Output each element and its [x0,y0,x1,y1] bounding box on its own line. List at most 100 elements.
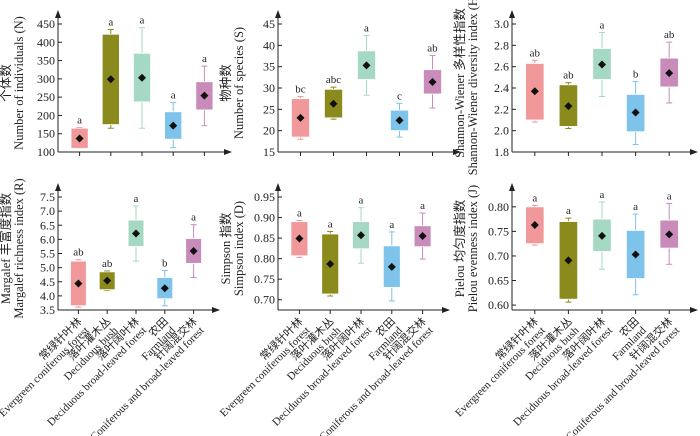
y-tick-label: 35 [263,60,275,74]
mean-marker [665,230,674,239]
mean-marker [418,232,427,241]
y-tick-label: 0.75 [254,272,275,286]
significance-label: a [600,189,605,201]
y-axis-arrow [509,183,515,191]
y-axis-title-zh: Shannon-Wiener 多样性指数 [452,8,467,158]
significance-label: ab [563,70,574,82]
y-tick-label: 2.4 [494,81,509,95]
mean-marker [395,116,404,125]
y-tick-label: 3.0 [494,17,509,31]
y-axis-title-zh: Pielou 均匀度指数 [452,199,467,297]
mean-marker [631,250,640,259]
panel-3: 1.8 2.0 2.2 2.4 2.6 2.8 3.0 Shannon-Wiener 多样性指… [452,0,698,175]
y-tick-label: 6.5 [40,218,55,232]
y-tick-label: 45 [263,17,275,31]
mean-marker [564,102,573,111]
x-axis-arrow [224,149,232,155]
y-tick-label: 0.80 [488,200,509,214]
y-axis-title-zh: Margalef 丰富度指数 [0,192,13,304]
mean-marker [74,279,83,288]
mean-marker [564,256,573,265]
y-tick-label: 0.60 [488,298,509,312]
mean-marker [631,108,640,117]
y-tick-label: 7.5 [40,190,55,204]
y-tick-label: 20 [263,124,275,138]
y-tick-label: 15 [263,145,275,159]
significance-label: c [397,90,402,102]
significance-label: a [77,114,82,126]
significance-label: ab [427,43,438,55]
y-tick-label: 40 [263,38,275,52]
y-axis-title-en: Margalef richness index (R) [12,178,26,318]
significance-label: a [389,219,394,231]
y-tick-label: 400 [37,35,55,49]
significance-label: a [134,193,139,205]
mean-marker [295,234,304,243]
mean-marker [189,246,198,255]
y-tick-label: 1.8 [494,145,509,159]
mean-marker [357,231,365,240]
y-tick-label: 450 [37,17,55,31]
y-tick-label: 350 [37,54,55,68]
significance-label: ab [664,29,675,41]
mean-marker [138,73,146,82]
significance-label: a [359,195,364,207]
x-axis-arrow [212,307,220,313]
mean-marker [530,221,539,230]
mean-marker [75,134,84,143]
y-tick-label: 2.6 [494,60,509,74]
significance-label: b [633,69,639,81]
significance-label: ab [530,47,541,59]
y-tick-label: 0.90 [254,211,275,225]
panel-1: 100 150 200 250 300 350 400 450 个体数 Number of ind… [0,10,232,159]
y-axis-title-zh: Simpson 指数 [218,212,233,284]
significance-label: a [566,205,571,217]
significance-label: bc [295,84,306,96]
mean-marker [160,284,169,293]
panel-5: 0.70 0.75 0.80 0.85 0.90 0.95 Simpson 指数 Simpso… [218,183,450,436]
x-axis-arrow [690,149,698,155]
y-tick-label: 4.0 [40,289,55,303]
mean-marker [598,231,606,240]
y-axis-title-en: Shannon-Wiener diversity index (H') [466,0,480,175]
significance-label: a [191,212,196,224]
y-axis-title-zh: 物种数 [218,64,233,102]
y-tick-label: 0.70 [488,249,509,263]
y-axis-arrow [509,10,515,18]
x-axis-arrow [690,307,698,313]
significance-label: a [171,90,176,102]
significance-label: a [297,207,302,219]
y-tick-label: 0.75 [488,224,509,238]
panel-6: 0.60 0.65 0.70 0.75 0.80 Pielou 均匀度指数 Pielou e… [452,183,698,436]
significance-label: a [108,16,113,28]
y-tick-label: 250 [37,90,55,104]
y-tick-label: 25 [263,102,275,116]
y-axis-arrow [275,183,281,191]
mean-marker [132,229,140,238]
mean-marker [428,78,437,87]
y-tick-label: 0.70 [254,293,275,307]
significance-label: a [600,20,605,32]
mean-marker [329,99,338,108]
mean-marker [665,69,674,78]
y-tick-label: 300 [37,72,55,86]
significance-label: ab [73,247,84,259]
y-axis-title-en: Pielou evenness index (J) [466,185,480,312]
mean-marker [362,61,371,70]
y-tick-label: 6.0 [40,232,55,246]
mean-marker [530,87,539,96]
y-axis-arrow [55,10,61,18]
x-axis-arrow [453,149,461,155]
y-axis-title-zh: 个体数 [0,64,13,102]
y-tick-label: 2.0 [494,124,509,138]
mean-marker [598,60,606,69]
y-tick-label: 100 [37,145,55,159]
significance-label: a [202,53,207,65]
y-tick-label: 5.5 [40,247,55,261]
mean-marker [106,75,115,84]
mean-marker [103,276,112,285]
panel-2: 15 20 25 30 35 40 45 物种数 Number of species (S) bc… [218,10,461,159]
significance-label: ab [102,258,113,270]
y-tick-label: 4.5 [40,275,55,289]
